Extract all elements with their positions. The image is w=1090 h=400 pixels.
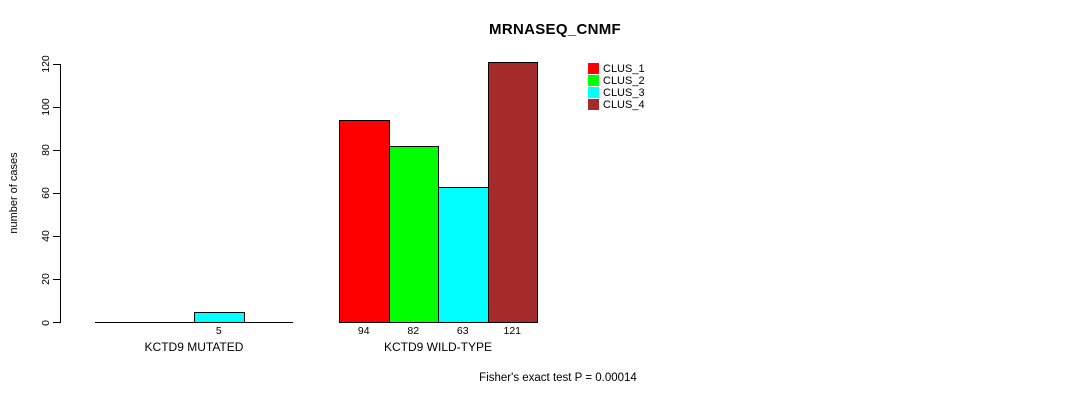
y-axis-label: number of cases — [8, 152, 20, 234]
legend-label-clus_4: CLUS_4 — [603, 99, 645, 111]
y-tick-100 — [53, 106, 60, 108]
chart-title: MRNASEQ_CNMF — [489, 21, 621, 38]
bar-value-clus_3-group1: 63 — [456, 325, 469, 337]
footnote-fisher-test: Fisher's exact test P = 0.00014 — [479, 372, 637, 384]
y-tick-0 — [53, 322, 60, 323]
legend-label-clus_1: CLUS_1 — [603, 63, 645, 75]
y-tick-20 — [53, 278, 60, 280]
y-tick-label-60: 60 — [40, 187, 52, 200]
y-tick-label-80: 80 — [40, 144, 52, 156]
y-tick-label-20: 20 — [40, 273, 52, 286]
y-tick-label-120: 120 — [40, 55, 52, 73]
y-tick-60 — [53, 192, 60, 194]
y-tick-40 — [53, 235, 60, 237]
legend-swatch-clus_4 — [588, 99, 599, 110]
category-label-0: KCTD9 MUTATED — [144, 340, 244, 354]
bar-value-clus_4-group1: 121 — [503, 325, 522, 337]
bar-clus_4-group1 — [487, 61, 538, 323]
bar-clus_3-group0 — [194, 311, 245, 323]
bar-clus_1-group1 — [339, 120, 390, 323]
category-label-1: KCTD9 WILD-TYPE — [383, 340, 492, 354]
y-tick-80 — [53, 149, 60, 151]
y-tick-label-0: 0 — [40, 319, 52, 326]
y-tick-label-40: 40 — [40, 230, 52, 243]
y-axis-line — [60, 63, 61, 323]
bar-value-clus_2-group1: 82 — [407, 325, 420, 337]
bar-value-clus_1-group1: 94 — [357, 325, 370, 337]
legend-swatch-clus_2 — [588, 75, 599, 86]
bar-value-clus_3-group0: 5 — [215, 325, 222, 337]
legend-label-clus_2: CLUS_2 — [603, 75, 645, 87]
legend-swatch-clus_3 — [588, 87, 599, 98]
legend-label-clus_3: CLUS_3 — [603, 87, 645, 99]
y-tick-120 — [53, 63, 60, 65]
legend-swatch-clus_1 — [588, 63, 599, 74]
bar-clus_2-group1 — [388, 145, 439, 323]
y-tick-label-100: 100 — [40, 98, 52, 116]
bar-clus_3-group1 — [438, 186, 489, 323]
